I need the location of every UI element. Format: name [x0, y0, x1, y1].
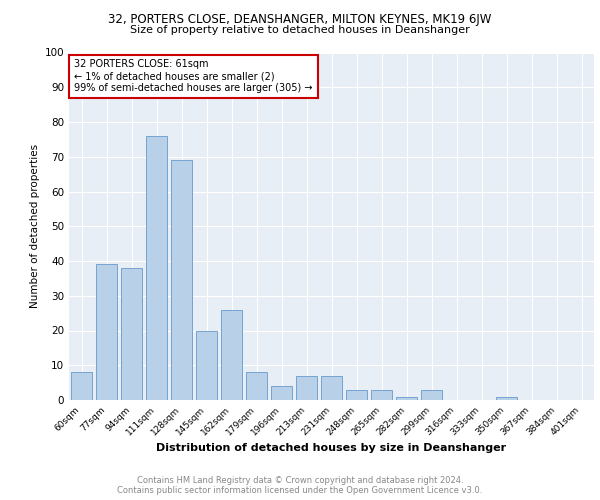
- Bar: [271, 386, 292, 400]
- Bar: [346, 390, 367, 400]
- Y-axis label: Number of detached properties: Number of detached properties: [31, 144, 40, 308]
- Text: Contains HM Land Registry data © Crown copyright and database right 2024.
Contai: Contains HM Land Registry data © Crown c…: [118, 476, 482, 495]
- Bar: [296, 376, 317, 400]
- Bar: [246, 372, 267, 400]
- Bar: [71, 372, 92, 400]
- Bar: [496, 396, 517, 400]
- Text: 32 PORTERS CLOSE: 61sqm
← 1% of detached houses are smaller (2)
99% of semi-deta: 32 PORTERS CLOSE: 61sqm ← 1% of detached…: [74, 60, 313, 92]
- Bar: [171, 160, 192, 400]
- Text: 32, PORTERS CLOSE, DEANSHANGER, MILTON KEYNES, MK19 6JW: 32, PORTERS CLOSE, DEANSHANGER, MILTON K…: [109, 12, 491, 26]
- Bar: [321, 376, 342, 400]
- Bar: [221, 310, 242, 400]
- Text: Size of property relative to detached houses in Deanshanger: Size of property relative to detached ho…: [130, 25, 470, 35]
- Bar: [421, 390, 442, 400]
- Bar: [196, 330, 217, 400]
- Bar: [396, 396, 417, 400]
- Bar: [96, 264, 117, 400]
- X-axis label: Distribution of detached houses by size in Deanshanger: Distribution of detached houses by size …: [157, 442, 506, 452]
- Bar: [121, 268, 142, 400]
- Bar: [371, 390, 392, 400]
- Bar: [146, 136, 167, 400]
